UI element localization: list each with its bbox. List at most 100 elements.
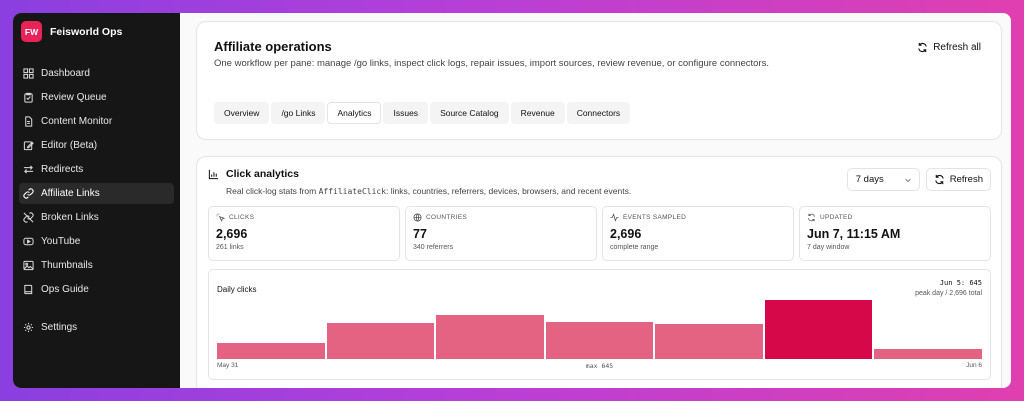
sidebar-item-label: Broken Links	[41, 212, 99, 223]
stat-value: 77	[413, 227, 427, 241]
document-icon	[25, 116, 33, 127]
affiliate-header-card: Affiliate operations One workflow per pa…	[196, 21, 1002, 140]
range-select[interactable]: 7 days	[846, 168, 920, 191]
tab-revenue[interactable]: Revenue	[510, 102, 565, 124]
sidebar-item-broken-links[interactable]: Broken Links	[19, 207, 174, 228]
stat-value: 2,696	[216, 227, 248, 241]
brand: FW Feisworld Ops	[19, 21, 174, 42]
range-select-value: 7 days	[855, 174, 884, 185]
axis-max-label: max 645	[585, 362, 614, 370]
tab-issues[interactable]: Issues	[383, 102, 429, 124]
clipboard-icon	[24, 92, 33, 103]
sidebar-item-label: YouTube	[41, 236, 81, 247]
sidebar-item-dashboard[interactable]: Dashboard	[19, 63, 174, 84]
analytics-title: Click analytics	[226, 168, 299, 180]
stat-label: EVENTS SAMPLED	[623, 214, 687, 221]
axis-end-label: Jun 6	[966, 362, 982, 369]
gear-icon	[23, 322, 34, 333]
tab-connectors[interactable]: Connectors	[566, 102, 631, 124]
chart-bar-jun-5	[764, 300, 873, 359]
chart-bar-jun-1	[326, 323, 435, 359]
brand-logo: FW	[21, 21, 42, 42]
stat-label-row: CLICKS	[216, 213, 392, 222]
page-subtitle: One workflow per pane: manage /go links,…	[214, 58, 769, 69]
sidebar-item-label: Content Monitor	[41, 116, 113, 127]
stat-card-countries: COUNTRIES 77 340 referrers	[405, 206, 597, 261]
globe-icon	[413, 213, 422, 222]
sidebar-item-youtube[interactable]: YouTube	[19, 231, 174, 252]
sidebar-item-editor[interactable]: Editor (Beta)	[19, 135, 174, 156]
main-content: Affiliate operations One workflow per pa…	[180, 13, 1011, 388]
tab-bar: Overview /go Links Analytics Issues Sour…	[214, 102, 631, 124]
sidebar-item-label: Ops Guide	[41, 284, 89, 295]
stat-label-row: COUNTRIES	[413, 213, 589, 222]
stat-label-row: UPDATED	[807, 213, 983, 222]
chart-bar-jun-6	[874, 348, 982, 359]
analytics-subtitle-text: Real click-log stats from	[226, 186, 319, 196]
chart-title: Daily clicks	[217, 285, 257, 294]
stat-value: Jun 7, 11:15 AM	[807, 227, 901, 241]
tab-go-links[interactable]: /go Links	[271, 102, 326, 124]
sidebar: FW Feisworld Ops Dashboard Review Queue …	[13, 13, 180, 388]
stat-note: complete range	[610, 244, 659, 251]
tab-source-catalog[interactable]: Source Catalog	[430, 102, 509, 124]
sidebar-item-redirects[interactable]: Redirects	[19, 159, 174, 180]
stats-row: CLICKS 2,696 261 links COUNTRIES 77 340 …	[208, 206, 991, 261]
stat-card-updated: UPDATED Jun 7, 11:15 AM 7 day window	[799, 206, 991, 261]
daily-clicks-chart: Daily clicks Jun 5: 645 peak day / 2,696…	[208, 269, 991, 380]
sidebar-item-label: Redirects	[41, 164, 84, 175]
stat-note: 261 links	[216, 244, 244, 251]
chart-bar-may-31	[217, 343, 325, 359]
refresh-all-label: Refresh all	[933, 42, 981, 53]
stat-note: 7 day window	[807, 244, 850, 251]
sidebar-item-content-monitor[interactable]: Content Monitor	[19, 111, 174, 132]
sidebar-item-ops-guide[interactable]: Ops Guide	[19, 279, 174, 300]
stat-label-row: EVENTS SAMPLED	[610, 213, 786, 222]
sidebar-item-thumbnails[interactable]: Thumbnails	[19, 255, 174, 276]
image-icon	[23, 260, 34, 271]
bar-area	[217, 300, 982, 359]
refresh-button[interactable]: Refresh	[925, 168, 991, 191]
brand-name: Feisworld Ops	[50, 25, 123, 38]
refresh-icon	[808, 213, 815, 222]
book-icon	[24, 284, 33, 295]
sidebar-item-label: Dashboard	[41, 68, 90, 79]
stat-label: CLICKS	[229, 214, 255, 221]
refresh-all-button[interactable]: Refresh all	[917, 42, 981, 53]
sidebar-item-review-queue[interactable]: Review Queue	[19, 87, 174, 108]
sidebar-item-label: Settings	[41, 322, 78, 333]
tab-analytics[interactable]: Analytics	[327, 102, 382, 124]
stat-note: 340 referrers	[413, 244, 454, 251]
axis-start-label: May 31	[217, 362, 239, 369]
stat-label: UPDATED	[820, 214, 853, 221]
chevron-down-icon	[904, 178, 911, 182]
link-icon	[23, 188, 34, 199]
peak-note: peak day / 2,696 total	[915, 290, 982, 297]
click-analytics-card: Click analytics Real click-log stats fro…	[196, 156, 1002, 388]
page-title: Affiliate operations	[214, 39, 332, 54]
activity-icon	[610, 213, 619, 222]
video-icon	[23, 237, 34, 246]
refresh-icon	[935, 174, 944, 185]
chart-bar-jun-3	[545, 321, 654, 359]
app-window: FW Feisworld Ops Dashboard Review Queue …	[13, 13, 1011, 388]
tab-overview[interactable]: Overview	[214, 102, 270, 124]
sidebar-item-label: Thumbnails	[41, 260, 93, 271]
analytics-subtitle-rest: : links, countries, referrers, devices, …	[386, 186, 632, 196]
analytics-controls: 7 days Refresh	[846, 168, 991, 191]
peak-summary: Jun 5: 645 peak day / 2,696 total	[915, 279, 982, 297]
peak-value: Jun 5: 645	[939, 279, 982, 287]
sidebar-item-label: Affiliate Links	[41, 188, 100, 199]
sidebar-item-label: Editor (Beta)	[41, 140, 98, 151]
dashboard-icon	[23, 68, 34, 79]
chart-bar-jun-4	[655, 323, 763, 359]
chart-bar-jun-2	[436, 315, 544, 359]
edit-icon	[23, 141, 34, 151]
analytics-subtitle: Real click-log stats from AffiliateClick…	[226, 186, 991, 196]
stat-card-events-sampled: EVENTS SAMPLED 2,696 complete range	[602, 206, 794, 261]
arrows-icon	[23, 165, 34, 174]
sidebar-item-affiliate-links[interactable]: Affiliate Links	[19, 183, 174, 204]
broken-link-icon	[23, 212, 34, 223]
sidebar-item-label: Review Queue	[41, 92, 107, 103]
sidebar-item-settings[interactable]: Settings	[19, 317, 174, 338]
